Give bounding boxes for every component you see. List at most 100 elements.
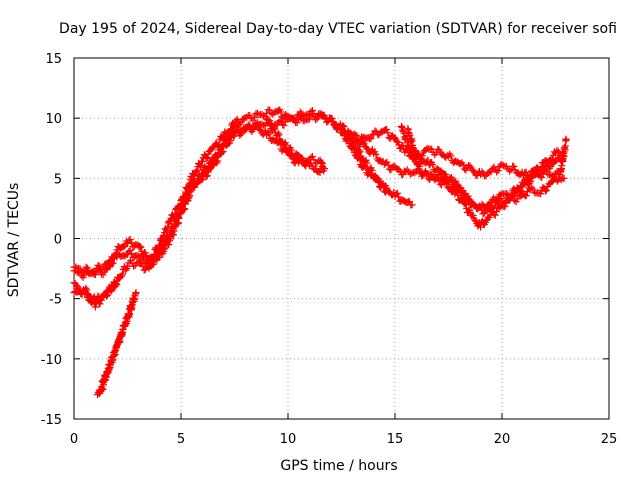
data-point <box>393 189 401 197</box>
data-point <box>553 146 561 154</box>
data-point <box>266 106 274 114</box>
data-point <box>459 161 467 169</box>
data-point <box>271 125 279 133</box>
x-tick-label: 20 <box>494 432 511 447</box>
data-point <box>130 262 138 270</box>
data-point <box>415 151 423 159</box>
data-point <box>218 149 226 157</box>
data-point <box>506 167 514 175</box>
data-point <box>469 167 477 175</box>
data-point <box>183 191 191 199</box>
y-tick-label: -5 <box>49 293 62 308</box>
data-point <box>265 119 273 127</box>
data-point <box>120 243 128 251</box>
x-axis-tick-labels: 0 5 10 15 20 25 <box>70 432 617 447</box>
y-axis-label: SDTVAR / TECUs <box>6 183 22 298</box>
data-point <box>156 247 164 255</box>
data-point <box>504 196 512 204</box>
data-point <box>292 115 300 123</box>
series-track-8 <box>404 125 570 218</box>
data-point <box>96 300 104 308</box>
data-point <box>198 157 206 165</box>
data-series <box>70 106 570 399</box>
data-point <box>174 220 182 228</box>
data-point <box>75 284 83 292</box>
data-point <box>384 129 392 137</box>
data-point <box>149 260 157 268</box>
data-point <box>193 166 201 174</box>
data-point <box>130 295 138 303</box>
data-point <box>169 225 177 233</box>
data-point <box>447 152 455 160</box>
data-point <box>453 180 461 188</box>
data-point <box>529 185 537 193</box>
data-point <box>236 131 244 139</box>
data-point <box>181 199 189 207</box>
y-tick-label: -15 <box>41 413 62 428</box>
data-point <box>514 195 522 203</box>
data-point <box>346 132 354 140</box>
data-point <box>128 239 136 247</box>
data-point <box>308 153 316 161</box>
data-point <box>138 259 146 267</box>
data-point <box>490 204 498 212</box>
data-point <box>264 129 272 137</box>
data-point <box>96 267 104 275</box>
data-point <box>112 249 120 257</box>
data-point <box>408 169 416 177</box>
data-point <box>270 109 278 117</box>
data-point <box>356 148 364 156</box>
data-point <box>304 111 312 119</box>
data-point <box>155 248 163 256</box>
data-point <box>539 183 547 191</box>
data-point <box>291 116 299 124</box>
data-point <box>91 303 99 311</box>
y-tick-label: 0 <box>54 233 62 248</box>
data-point <box>266 121 274 129</box>
data-point <box>478 168 486 176</box>
data-point <box>363 159 371 167</box>
data-point <box>83 264 91 272</box>
data-point <box>510 162 518 170</box>
data-point <box>180 200 188 208</box>
data-point <box>503 189 511 197</box>
data-point <box>253 109 261 117</box>
data-point <box>137 243 145 251</box>
data-point <box>249 125 257 133</box>
data-point <box>83 289 91 297</box>
data-point <box>296 108 304 116</box>
data-point <box>527 183 535 191</box>
data-point <box>542 186 550 194</box>
chart-title: Day 195 of 2024, Sidereal Day-to-day VTE… <box>59 21 617 37</box>
data-point <box>494 199 502 207</box>
data-point <box>122 266 130 274</box>
x-tick-label: 25 <box>601 432 618 447</box>
data-point <box>562 136 570 144</box>
data-point <box>560 174 568 182</box>
data-point <box>258 110 266 118</box>
data-point <box>371 127 379 135</box>
data-point <box>476 203 484 211</box>
data-point <box>344 127 352 135</box>
data-point <box>265 130 273 138</box>
data-point <box>383 125 391 133</box>
data-point <box>185 187 193 195</box>
data-point <box>361 157 369 165</box>
data-point <box>416 162 424 170</box>
data-point <box>175 208 183 216</box>
data-point <box>103 292 111 300</box>
data-point <box>435 177 443 185</box>
data-point <box>368 167 376 175</box>
data-point <box>372 150 380 158</box>
data-point <box>197 176 205 184</box>
data-point <box>219 148 227 155</box>
data-point <box>192 168 200 176</box>
data-point <box>384 161 392 169</box>
data-point <box>318 159 326 167</box>
data-point <box>82 263 90 271</box>
data-point <box>513 183 521 191</box>
data-point <box>465 196 473 204</box>
data-point <box>150 257 158 265</box>
data-point <box>527 178 535 186</box>
